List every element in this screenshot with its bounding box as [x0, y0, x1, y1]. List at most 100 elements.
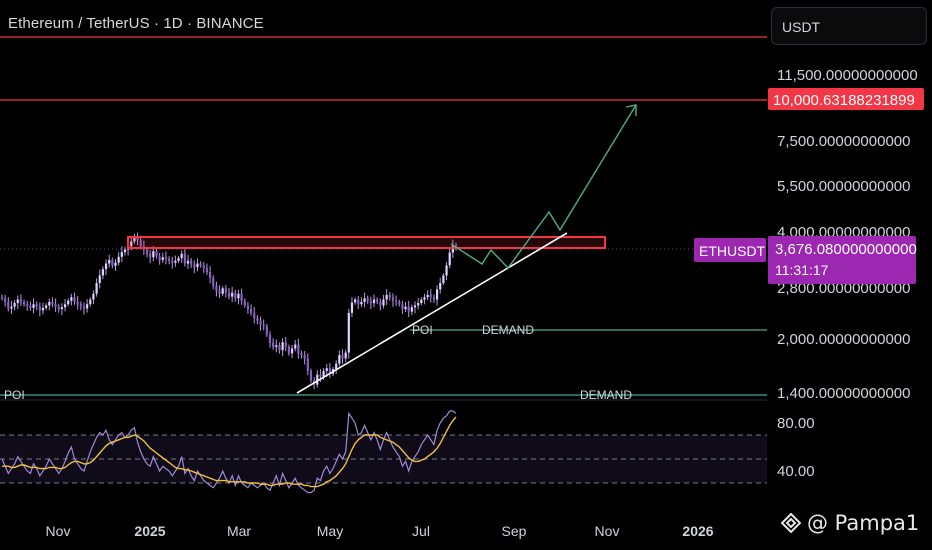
candle-body: [16, 299, 19, 304]
candle-body: [290, 348, 294, 354]
candle-body: [382, 299, 385, 306]
candle-body: [155, 251, 158, 257]
candle-body: [22, 301, 26, 305]
candle-body: [420, 299, 423, 304]
candle-body: [136, 235, 139, 241]
candle-body: [79, 304, 82, 307]
candle-body: [445, 265, 448, 276]
candle-body: [300, 353, 303, 356]
candle-body: [410, 307, 413, 312]
candle-body: [60, 307, 64, 310]
annotation-poi: POI: [4, 388, 25, 402]
candle-body: [63, 304, 67, 308]
time-tick-label: 2026: [682, 523, 713, 539]
candle-body: [86, 304, 89, 309]
symbol-tag-bg: [694, 238, 766, 262]
candle-body: [76, 301, 79, 305]
candle-body: [391, 297, 395, 301]
candle-body: [246, 305, 250, 310]
time-tick-label: Sep: [502, 523, 527, 539]
projection-path: [450, 104, 637, 270]
candle-body: [0, 296, 4, 299]
candle-body: [48, 301, 51, 306]
candle-body: [404, 306, 407, 310]
time-tick-label: Jul: [412, 523, 430, 539]
candle-body: [123, 249, 127, 253]
tradingview-diamond-icon: [781, 513, 801, 533]
candle-body: [180, 253, 183, 259]
candle-body: [196, 263, 199, 268]
price-tick-label: 2,000.00000000000: [777, 331, 910, 348]
candle-body: [120, 252, 123, 257]
resistance-zone: [127, 236, 606, 249]
candle-body: [190, 260, 193, 265]
candle-body: [259, 320, 262, 325]
candle-body: [350, 302, 354, 313]
author-watermark: @ Pampa1: [781, 511, 919, 535]
candle-body: [435, 289, 439, 300]
candle-body: [354, 299, 357, 303]
candle-body: [287, 346, 291, 354]
time-tick-label: Nov: [595, 523, 620, 539]
target-price-label-bg: [768, 88, 924, 110]
candle-body: [347, 312, 350, 353]
candle-body: [394, 300, 398, 302]
candle-body: [193, 264, 196, 268]
candle-body: [240, 293, 243, 301]
candle-body: [231, 292, 234, 297]
candle-body: [171, 260, 174, 263]
candle-body: [376, 299, 379, 302]
time-tick-label: Mar: [227, 523, 251, 539]
symbol-title[interactable]: Ethereum / TetherUS · 1D · BINANCE: [8, 15, 264, 32]
horizontal-levels: [0, 36, 767, 396]
candle-body: [388, 294, 391, 298]
candle-body: [13, 303, 16, 307]
candle-body: [398, 301, 401, 305]
time-tick-label: Nov: [46, 523, 71, 539]
author-handle: @ Pampa1: [807, 511, 920, 535]
candle-body: [237, 293, 240, 299]
candle-body: [256, 318, 259, 321]
candle-body: [429, 294, 432, 298]
candle-body: [448, 252, 451, 266]
candle-body: [10, 306, 13, 309]
symbol-tag: ETHUSDT: [699, 243, 766, 259]
candle-body: [360, 301, 363, 305]
candle-body: [174, 260, 177, 263]
candle-body: [164, 257, 168, 260]
candle-body: [101, 269, 104, 276]
candle-body: [372, 299, 376, 304]
candle-body: [454, 245, 458, 248]
currency-selector[interactable]: USDT: [771, 7, 927, 45]
candle-body: [57, 306, 60, 310]
candle-body: [338, 355, 341, 364]
candle-body: [41, 307, 45, 311]
candle-body: [281, 342, 284, 351]
candle-body: [95, 283, 98, 294]
candle-body: [215, 285, 218, 291]
price-axis: 11,500.00000000000 7,500.00000000000 5,500…: [694, 67, 924, 402]
candle-body: [369, 300, 372, 304]
candle-body: [167, 259, 171, 261]
candle-body: [4, 298, 7, 302]
candle-body: [335, 363, 338, 370]
candle-body: [284, 342, 287, 347]
candle-body: [26, 304, 29, 307]
candle-body: [249, 309, 253, 313]
ascending-trendline: [296, 232, 568, 394]
candle-body: [227, 292, 231, 297]
candle-body: [316, 374, 319, 385]
candle-body: [199, 263, 202, 266]
candle-body: [51, 301, 54, 305]
candle-body: [357, 299, 360, 305]
rsi-line: [1, 410, 457, 494]
candle-body: [98, 275, 101, 284]
candle-body: [309, 370, 313, 381]
last-price-label-bg: [768, 236, 916, 284]
candle-body: [234, 292, 237, 299]
time-tick-label: May: [317, 523, 343, 539]
candle-body: [92, 293, 95, 300]
last-price-label: 3,676.080000000000: [775, 241, 917, 258]
candle-body: [268, 334, 272, 343]
